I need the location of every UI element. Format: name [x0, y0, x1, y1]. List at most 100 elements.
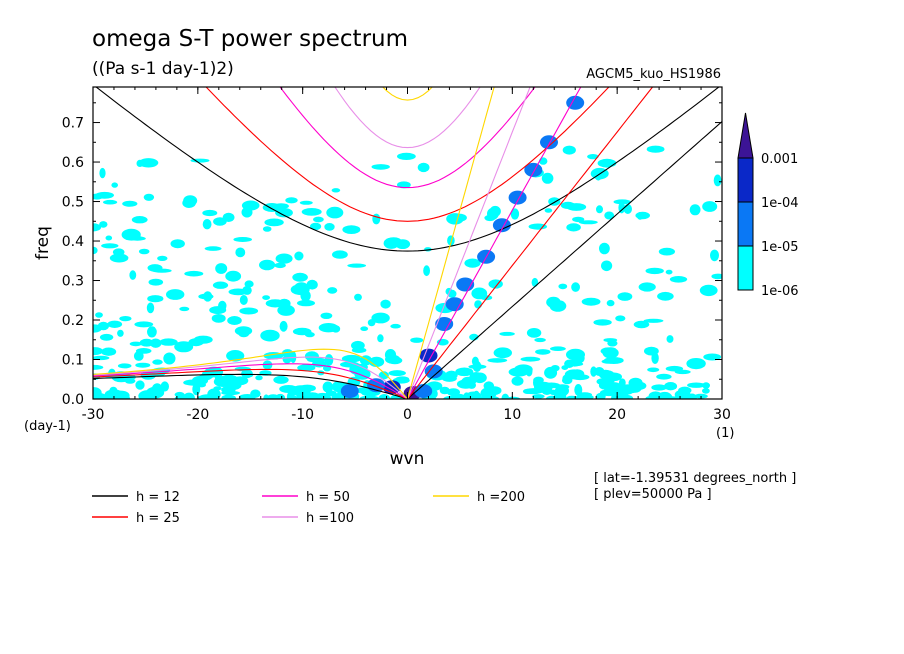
- power-speckle: [687, 382, 706, 388]
- power-speckle: [143, 193, 155, 201]
- legend-label: h = 25: [136, 511, 180, 526]
- legend-label: h = 12: [136, 490, 180, 505]
- power-speckle: [702, 382, 710, 389]
- power-speckle: [170, 239, 185, 249]
- power-speckle: [135, 362, 151, 368]
- power-speckle: [275, 253, 293, 264]
- power-speckle: [286, 391, 295, 399]
- power-speckle: [487, 358, 508, 363]
- power-speckle: [378, 371, 389, 380]
- power-speckle: [604, 211, 615, 220]
- power-blob: [414, 384, 433, 399]
- power-speckle: [241, 206, 253, 218]
- power-speckle: [441, 375, 457, 382]
- power-speckle: [179, 306, 190, 312]
- power-speckle: [601, 359, 616, 364]
- power-speckle: [590, 366, 597, 377]
- power-speckle: [595, 392, 606, 399]
- power-blob: [435, 317, 454, 331]
- power-speckle: [484, 214, 496, 222]
- power-speckle: [417, 162, 430, 173]
- power-speckle: [615, 315, 626, 322]
- power-speckle: [163, 352, 176, 365]
- power-speckle: [304, 331, 315, 338]
- power-speckle: [262, 226, 272, 232]
- power-speckle: [326, 206, 344, 219]
- power-speckle: [385, 354, 401, 364]
- power-speckle: [571, 282, 580, 292]
- power-speckle: [255, 375, 263, 381]
- x-axis: -30 -20 -10 0 10 20 30: [82, 87, 731, 423]
- power-speckle: [488, 386, 502, 395]
- plev-annotation: [ plev=50000 Pa ]: [594, 487, 712, 502]
- power-speckle: [138, 158, 159, 168]
- power-speckle: [239, 295, 248, 305]
- power-speckle: [297, 299, 315, 307]
- power-speckle: [93, 246, 98, 255]
- power-speckle: [600, 347, 616, 355]
- power-speckle: [341, 354, 362, 363]
- y-axis: 0.0 0.1 0.2 0.3 0.4 0.5 0.6 0.7: [62, 102, 722, 408]
- power-speckle: [593, 319, 612, 326]
- power-speckle: [561, 365, 569, 370]
- colorbar-label: 0.001: [761, 152, 798, 167]
- power-speckle: [101, 347, 117, 356]
- power-speckle: [300, 392, 309, 399]
- power-speckle: [531, 277, 539, 287]
- power-speckle: [211, 314, 226, 323]
- gravity-curve: [279, 87, 536, 189]
- power-speckle: [174, 391, 185, 398]
- power-speckle: [664, 382, 678, 391]
- power-speckle: [618, 378, 626, 388]
- power-speckle: [213, 217, 227, 226]
- power-speckle: [131, 216, 148, 224]
- power-speckle: [139, 338, 154, 347]
- power-speckle: [666, 335, 674, 343]
- power-speckle: [207, 388, 221, 399]
- power-speckle: [204, 246, 222, 251]
- power-speckle: [129, 341, 142, 347]
- power-speckle: [107, 320, 123, 328]
- power-speckle: [560, 201, 576, 209]
- power-speckle: [235, 247, 246, 258]
- y-axis-label: freq: [33, 226, 53, 260]
- power-speckle: [331, 325, 341, 333]
- power-speckle: [618, 202, 625, 214]
- power-speckle: [657, 291, 674, 301]
- power-speckle: [472, 390, 481, 399]
- power-speckle: [702, 388, 710, 394]
- power-speckle: [528, 223, 547, 230]
- colorbar-segment: [737, 201, 754, 247]
- power-speckle: [617, 292, 633, 301]
- power-speckle: [93, 324, 102, 333]
- power-speckle: [566, 223, 581, 232]
- power-speckle: [342, 225, 361, 235]
- power-speckle: [215, 263, 228, 274]
- power-speckle: [535, 349, 551, 355]
- power-speckle: [238, 330, 250, 338]
- power-speckle: [578, 220, 598, 225]
- power-speckle: [566, 395, 578, 399]
- y-unit-label: (day-1): [24, 419, 71, 434]
- power-speckle: [371, 164, 390, 170]
- power-speckle: [279, 320, 288, 332]
- power-speckle: [388, 370, 406, 377]
- y-tick-label: 0.7: [62, 116, 84, 132]
- power-speckle: [262, 295, 270, 300]
- power-speckle: [306, 279, 318, 290]
- power-speckle: [95, 312, 103, 318]
- power-speckle: [202, 209, 218, 217]
- power-speckle: [285, 197, 298, 204]
- colorbar-label: 1e-06: [761, 284, 799, 299]
- power-speckle: [313, 216, 324, 223]
- power-speckle: [147, 295, 164, 303]
- power-speckle: [308, 352, 319, 360]
- power-speckle: [383, 237, 399, 249]
- x-tick-label: -10: [291, 407, 314, 423]
- power-speckle: [239, 307, 259, 315]
- power-speckle: [99, 221, 108, 228]
- power-speckle: [699, 284, 718, 297]
- power-speckle: [209, 306, 227, 315]
- power-speckle: [225, 270, 242, 282]
- rossby-curve: [93, 373, 408, 399]
